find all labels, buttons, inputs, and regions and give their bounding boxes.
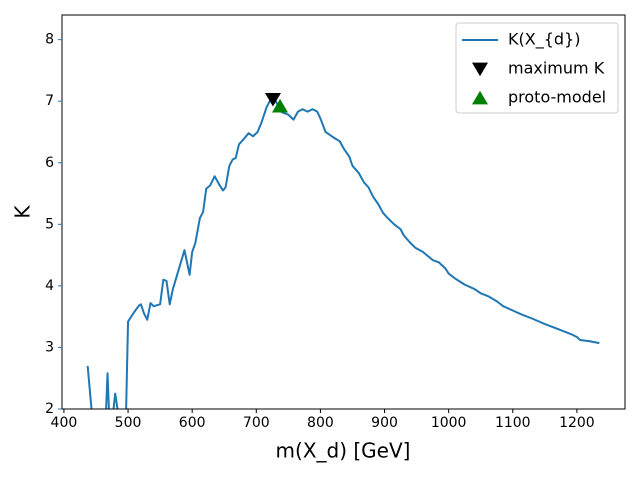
- legend-swatch: [472, 62, 488, 77]
- x-tick-label: 600: [179, 415, 206, 431]
- x-tick-label: 1000: [431, 415, 467, 431]
- legend-label: maximum K: [508, 59, 605, 78]
- legend-swatch: [472, 90, 488, 105]
- y-tick-label: 4: [45, 278, 54, 294]
- legend-label: K(X_{d}): [508, 30, 580, 50]
- x-tick-label: 1200: [559, 415, 595, 431]
- y-tick-label: 5: [45, 216, 54, 232]
- legend-label: proto-model: [508, 88, 606, 107]
- x-tick-label: 700: [243, 415, 270, 431]
- legend: K(X_{d})maximum K proto-model: [455, 22, 619, 114]
- x-tick-label: 900: [371, 415, 398, 431]
- x-tick-label: 400: [51, 415, 78, 431]
- x-tick-label: 500: [115, 415, 142, 431]
- y-tick-label: 6: [45, 155, 54, 171]
- x-axis-label: m(X_d) [GeV]: [276, 439, 411, 463]
- marker-point: [272, 98, 289, 113]
- x-tick-label: 1100: [495, 415, 531, 431]
- y-tick-label: 8: [45, 32, 54, 48]
- y-tick-label: 2: [45, 401, 54, 417]
- marker-point: [264, 92, 281, 107]
- y-tick-label: 7: [45, 93, 54, 109]
- x-tick-label: 800: [307, 415, 334, 431]
- plot-area: [86, 92, 600, 409]
- y-axis-label: K: [11, 205, 35, 219]
- legend-box: [455, 22, 619, 114]
- axes-frame: [61, 14, 626, 410]
- y-tick-label: 3: [45, 339, 54, 355]
